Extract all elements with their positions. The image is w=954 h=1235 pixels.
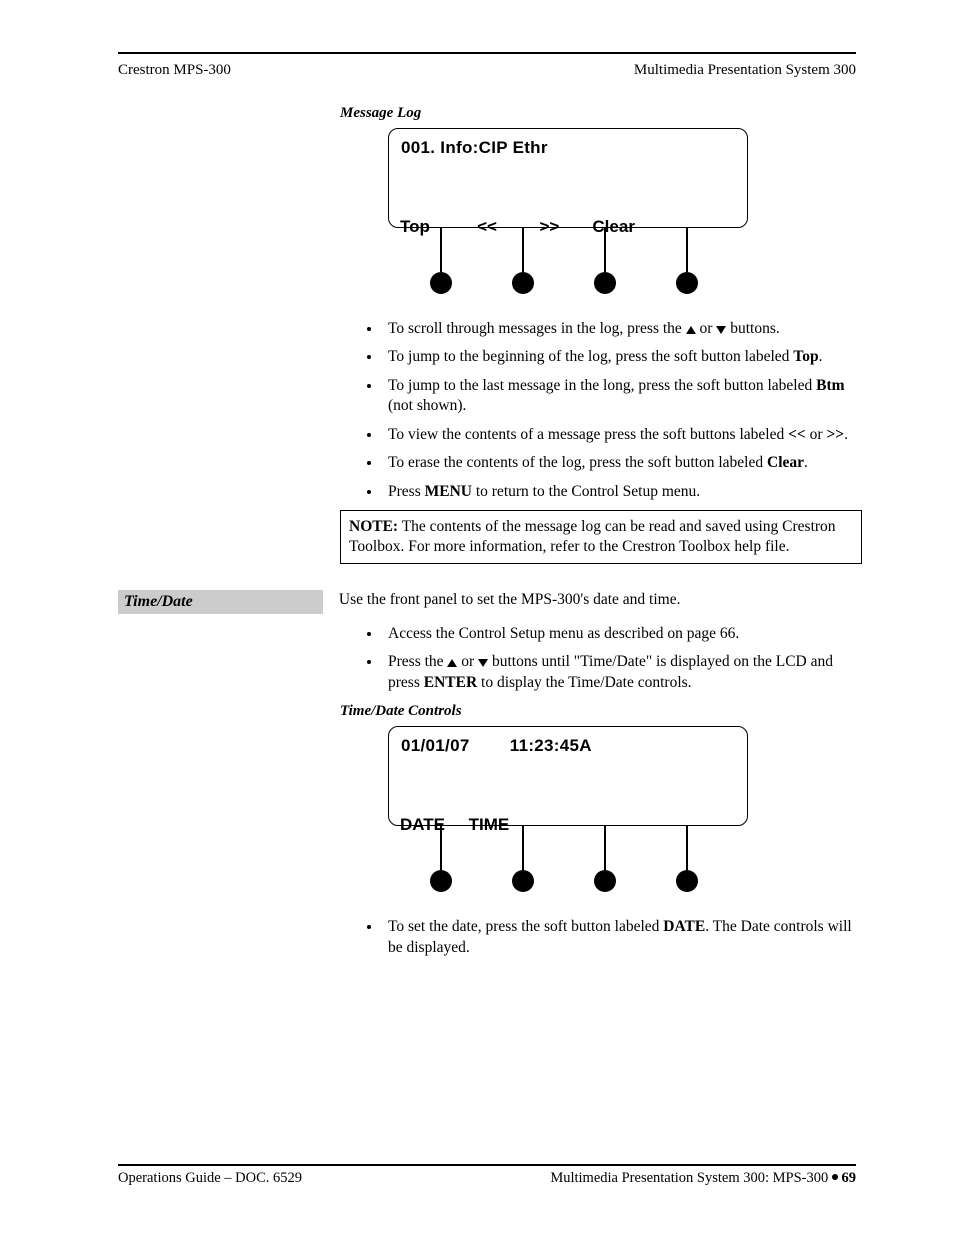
soft-button-icon — [430, 870, 452, 892]
soft-button-icon — [430, 272, 452, 294]
list-item: Access the Control Setup menu as describ… — [382, 624, 860, 644]
header-left: Crestron MPS-300 — [118, 62, 231, 79]
figure-2-caption: Time/Date Controls — [340, 703, 856, 720]
list-item: To jump to the last message in the long,… — [382, 376, 860, 417]
figure-1: Message Log 001. Info:CIP Ethr Top << >>… — [340, 105, 856, 303]
lcd-screen-2: 01/01/07 11:23:45A — [388, 726, 748, 826]
up-arrow-icon — [447, 659, 457, 667]
list-item: To set the date, press the soft button l… — [382, 917, 860, 958]
note-label: NOTE: — [349, 518, 398, 535]
lcd-screen-1: 001. Info:CIP Ethr — [388, 128, 748, 228]
footer-left-text: Operations Guide – DOC. 6529 — [118, 1170, 302, 1187]
lcd-soft-labels-1: Top << >> Clear — [388, 217, 748, 237]
soft-button-stem — [604, 826, 606, 870]
instruction-list-1: To scroll through messages in the log, p… — [340, 319, 860, 502]
list-item: To jump to the beginning of the log, pre… — [382, 347, 860, 367]
bold-term: Top — [793, 348, 818, 365]
section-intro-para: Use the front panel to set the MPS-300's… — [339, 590, 856, 610]
list-item: Press MENU to return to the Control Setu… — [382, 482, 860, 502]
soft-button-stem — [686, 228, 688, 272]
page-number: 69 — [842, 1170, 857, 1186]
soft-button-stem — [522, 228, 524, 272]
footer-row: Operations Guide – DOC. 6529 Multimedia … — [118, 1170, 856, 1187]
lcd-unit-1: 001. Info:CIP Ethr Top << >> Clear — [388, 128, 748, 303]
soft-button-icon — [512, 870, 534, 892]
soft-button-icon — [512, 272, 534, 294]
section-time-date: Time/Date Use the front panel to set the… — [118, 590, 856, 614]
down-arrow-icon — [716, 326, 726, 334]
soft-button-icon — [594, 870, 616, 892]
bold-term: ENTER — [424, 674, 477, 691]
lcd-line-1: 001. Info:CIP Ethr — [401, 137, 735, 158]
list-item: To view the contents of a message press … — [382, 425, 860, 445]
soft-button-stem — [522, 826, 524, 870]
note-box: NOTE: The contents of the message log ca… — [340, 510, 862, 564]
soft-button-stem — [440, 228, 442, 272]
bold-term: >> — [826, 426, 844, 443]
bold-term: DATE — [663, 918, 705, 935]
soft-button-icon — [594, 272, 616, 294]
figure-1-caption: Message Log — [340, 105, 856, 122]
up-arrow-icon — [686, 326, 696, 334]
soft-button-stem — [440, 826, 442, 870]
footer-right-pre: Multimedia Presentation System 300: MPS-… — [550, 1170, 832, 1186]
lcd-soft-labels-2: DATE TIME — [388, 815, 748, 835]
page-header: Crestron MPS-300 Multimedia Presentation… — [118, 62, 856, 79]
instruction-list-2b: To set the date, press the soft button l… — [340, 917, 860, 958]
bold-term: MENU — [425, 483, 472, 500]
figure-2: Time/Date Controls 01/01/07 11:23:45A DA… — [340, 703, 856, 901]
top-rule — [118, 52, 856, 54]
page-footer: Operations Guide – DOC. 6529 Multimedia … — [118, 1164, 856, 1187]
section-sidebar-label: Time/Date — [118, 590, 323, 614]
footer-right: Multimedia Presentation System 300: MPS-… — [550, 1170, 856, 1187]
footer-left: Operations Guide – DOC. 6529 — [118, 1170, 302, 1187]
soft-button-icon — [676, 870, 698, 892]
list-item: To scroll through messages in the log, p… — [382, 319, 860, 339]
note-text: The contents of the message log can be r… — [349, 518, 836, 555]
bold-term: Clear — [767, 454, 804, 471]
header-right: Multimedia Presentation System 300 — [634, 62, 856, 79]
soft-button-icon — [676, 272, 698, 294]
bold-term: << — [788, 426, 806, 443]
instruction-list-2a: Access the Control Setup menu as describ… — [340, 624, 860, 693]
lcd-unit-2: 01/01/07 11:23:45A DATE TIME — [388, 726, 748, 901]
down-arrow-icon — [478, 659, 488, 667]
footer-rule — [118, 1164, 856, 1166]
list-item: To erase the contents of the log, press … — [382, 453, 860, 473]
bullet-icon — [832, 1174, 838, 1180]
document-page: Crestron MPS-300 Multimedia Presentation… — [0, 0, 954, 1235]
list-item: Press the or buttons until "Time/Date" i… — [382, 652, 860, 693]
lcd-line-2: 01/01/07 11:23:45A — [401, 735, 735, 756]
bold-term: Btm — [816, 377, 844, 394]
soft-button-stem — [604, 228, 606, 272]
soft-button-stem — [686, 826, 688, 870]
